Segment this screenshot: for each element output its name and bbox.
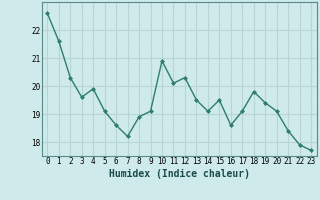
X-axis label: Humidex (Indice chaleur): Humidex (Indice chaleur) <box>109 169 250 179</box>
